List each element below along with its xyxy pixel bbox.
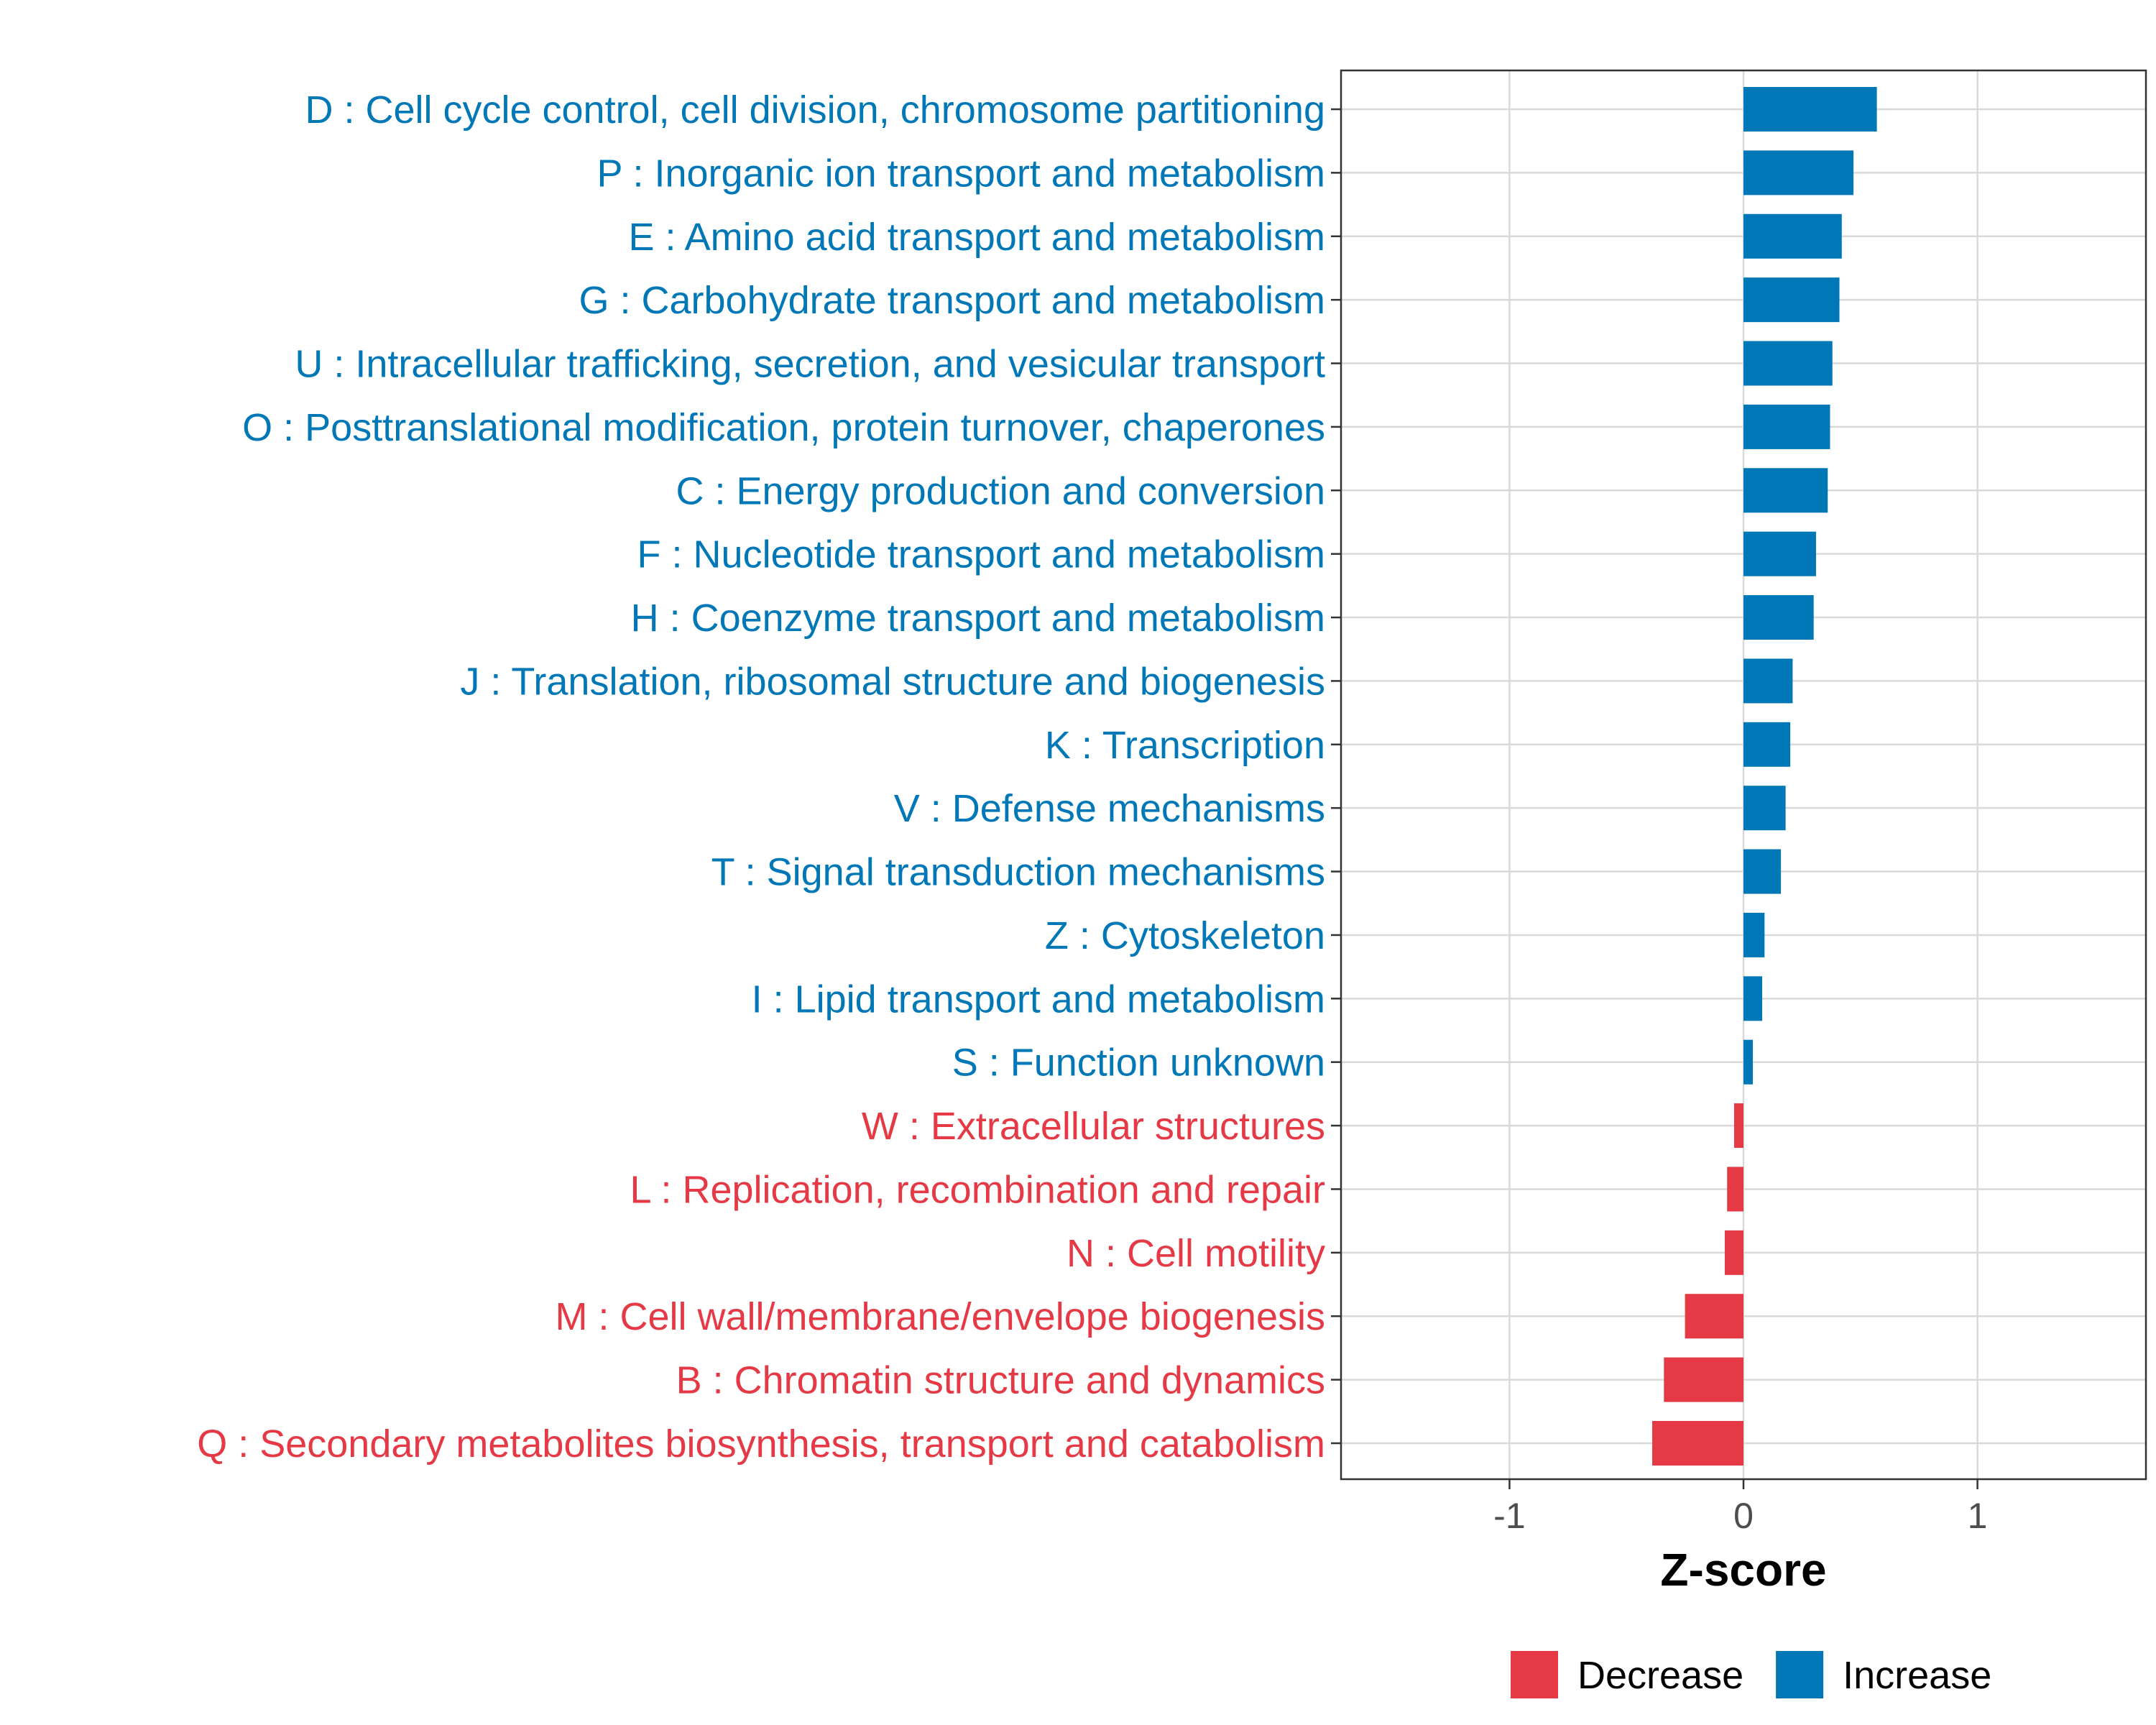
category-label: S : Function unknown bbox=[952, 1041, 1325, 1085]
x-tick-label: 0 bbox=[1733, 1496, 1754, 1536]
bar bbox=[1724, 1230, 1743, 1275]
category-label: P : Inorganic ion transport and metaboli… bbox=[596, 152, 1325, 195]
category-label: I : Lipid transport and metabolism bbox=[752, 978, 1325, 1021]
category-label: F : Nucleotide transport and metabolism bbox=[637, 533, 1325, 576]
category-label: N : Cell motility bbox=[1067, 1232, 1325, 1275]
legend-label: Increase bbox=[1843, 1654, 1991, 1697]
bar bbox=[1743, 1039, 1754, 1085]
x-axis-ticks: -1 0 1 bbox=[1493, 1479, 1987, 1536]
bars bbox=[1652, 87, 1877, 1466]
bar bbox=[1743, 912, 1765, 957]
bar bbox=[1727, 1167, 1743, 1212]
category-label: U : Intracellular trafficking, secretion… bbox=[295, 343, 1325, 386]
category-label: J : Translation, ribosomal structure and… bbox=[460, 660, 1325, 703]
bar bbox=[1743, 341, 1833, 386]
bar bbox=[1743, 595, 1814, 640]
bar bbox=[1664, 1357, 1743, 1402]
bar bbox=[1743, 150, 1854, 196]
category-label: Q : Secondary metabolites biosynthesis, … bbox=[197, 1422, 1325, 1466]
category-label: T : Signal transduction mechanisms bbox=[711, 851, 1325, 894]
legend: Decrease Increase bbox=[1511, 1651, 1991, 1698]
bar bbox=[1743, 658, 1793, 704]
x-axis-title: Z-score bbox=[1660, 1544, 1826, 1596]
bar bbox=[1743, 277, 1840, 323]
category-label: M : Cell wall/membrane/envelope biogenes… bbox=[555, 1295, 1325, 1338]
category-labels: D : Cell cycle control, cell division, c… bbox=[197, 88, 1325, 1466]
bar bbox=[1743, 213, 1842, 259]
bar bbox=[1743, 468, 1828, 513]
bar bbox=[1652, 1420, 1743, 1466]
x-tick-label: 1 bbox=[1968, 1496, 1988, 1536]
category-label: C : Energy production and conversion bbox=[676, 469, 1325, 512]
bar bbox=[1743, 404, 1830, 449]
bar bbox=[1685, 1294, 1743, 1339]
bar bbox=[1733, 1103, 1743, 1149]
category-label: Z : Cytoskeleton bbox=[1045, 914, 1325, 957]
category-label: V : Defense mechanisms bbox=[894, 787, 1325, 830]
category-label: W : Extracellular structures bbox=[862, 1105, 1325, 1148]
category-label: E : Amino acid transport and metabolism bbox=[629, 216, 1325, 259]
bar bbox=[1743, 87, 1877, 132]
x-tick-label: -1 bbox=[1493, 1496, 1525, 1536]
category-label: B : Chromatin structure and dynamics bbox=[676, 1359, 1325, 1402]
bar bbox=[1743, 722, 1791, 767]
category-label: G : Carbohydrate transport and metabolis… bbox=[579, 279, 1326, 322]
legend-swatch bbox=[1511, 1651, 1558, 1698]
bar bbox=[1743, 976, 1763, 1021]
legend-swatch bbox=[1776, 1651, 1824, 1698]
category-label: H : Coenzyme transport and metabolism bbox=[631, 597, 1325, 640]
category-label: O : Posttranslational modification, prot… bbox=[242, 406, 1325, 449]
legend-label: Decrease bbox=[1577, 1654, 1743, 1697]
category-label: L : Replication, recombination and repai… bbox=[630, 1168, 1325, 1211]
bar bbox=[1743, 849, 1782, 894]
bar bbox=[1743, 531, 1816, 576]
category-label: D : Cell cycle control, cell division, c… bbox=[305, 88, 1325, 132]
bar bbox=[1743, 786, 1786, 831]
y-axis-ticks bbox=[1331, 108, 1341, 1445]
category-label: K : Transcription bbox=[1045, 724, 1325, 767]
